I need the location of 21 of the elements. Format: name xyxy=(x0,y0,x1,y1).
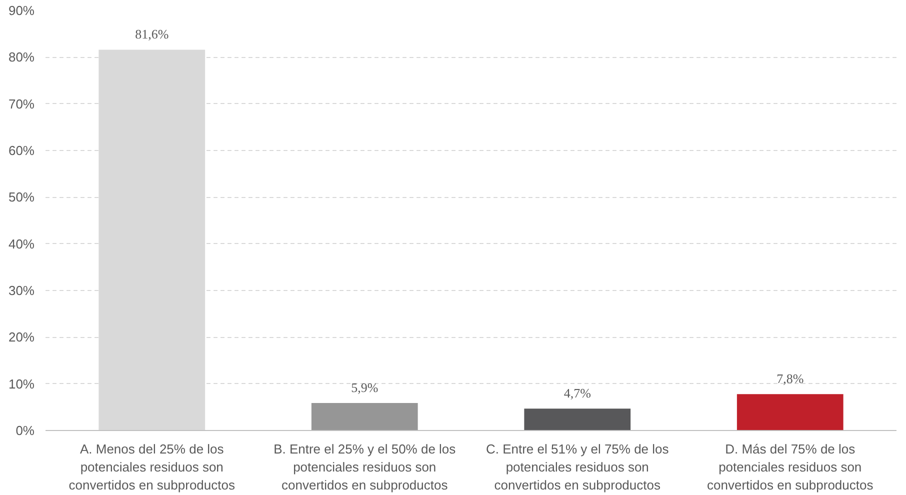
y-tick-label: 0% xyxy=(16,423,35,438)
data-label: 4,7% xyxy=(564,386,592,401)
y-tick-label: 90% xyxy=(8,3,35,18)
data-label: 5,9% xyxy=(351,380,378,395)
x-tick-label: C. Entre el 51% y el 75% de los potenciales residuos son convertidos en subproductos xyxy=(486,442,670,492)
bar xyxy=(736,394,844,430)
data-label: 7,8% xyxy=(776,371,804,386)
y-tick-label: 20% xyxy=(8,330,35,345)
bar xyxy=(311,402,418,430)
y-tick-label: 30% xyxy=(8,283,35,298)
y-tick-label: 50% xyxy=(8,190,35,205)
y-tick-label: 40% xyxy=(8,236,35,252)
bar xyxy=(524,408,631,430)
y-tick-label: 60% xyxy=(8,143,35,158)
y-tick-label: 80% xyxy=(8,50,35,65)
x-tick-label: D. Más del 75% de los potenciales residuos son convertidos en subproductos xyxy=(707,442,874,492)
x-tick-label: A. Menos del 25% de los potenciales residuos son convertidos en subproductos xyxy=(68,442,236,492)
data-label: 81,6% xyxy=(135,26,169,42)
y-tick-label: 10% xyxy=(8,376,35,392)
x-tick-label: B. Entre el 25% y el 50% de los potenciales residuos son convertidos en subproductos xyxy=(274,442,456,492)
y-tick-label: 70% xyxy=(8,96,35,112)
